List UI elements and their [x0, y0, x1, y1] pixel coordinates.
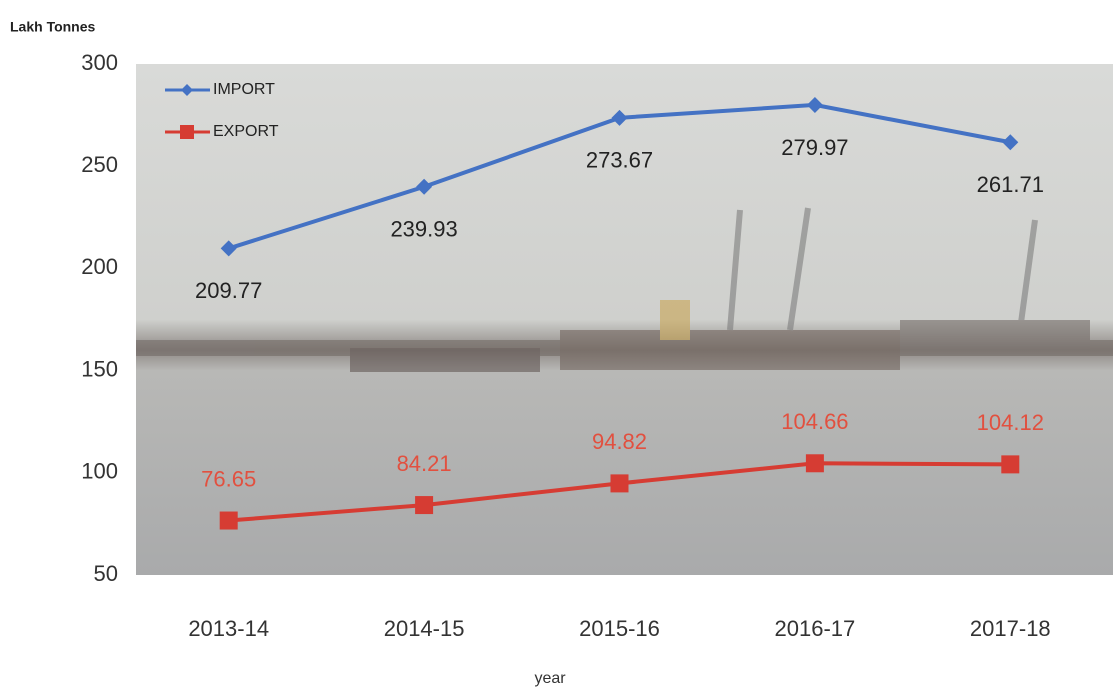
point	[805, 454, 824, 473]
port-silhouette	[136, 207, 1113, 372]
legend-marker	[180, 125, 194, 139]
data-label: 261.71	[977, 172, 1044, 197]
point	[1001, 455, 1020, 474]
point	[219, 511, 238, 530]
y-tick-label: 150	[81, 356, 118, 381]
data-label: 76.65	[201, 466, 256, 491]
x-tick-label: 2014-15	[384, 616, 465, 641]
x-tick-label: 2015-16	[579, 616, 660, 641]
y-tick-label: 50	[94, 561, 118, 586]
y-tick-label: 100	[81, 459, 118, 484]
data-label: 239.93	[390, 217, 457, 242]
legend-marker	[181, 84, 193, 96]
legend-label: IMPORT	[213, 81, 275, 98]
point	[415, 496, 434, 515]
point	[1002, 134, 1019, 151]
data-label: 279.97	[781, 135, 848, 160]
data-label: 273.67	[586, 148, 653, 173]
x-tick-label: 2016-17	[775, 616, 856, 641]
x-tick-label: 2017-18	[970, 616, 1051, 641]
point	[806, 96, 823, 113]
data-label: 209.77	[195, 278, 262, 303]
point	[416, 178, 433, 195]
x-axis-label: year	[534, 670, 566, 687]
plot-background	[136, 64, 1113, 575]
point	[611, 109, 628, 126]
data-label: 84.21	[397, 451, 452, 476]
y-tick-label: 300	[81, 50, 118, 75]
y-tick-label: 250	[81, 152, 118, 177]
point	[220, 240, 237, 257]
data-label: 94.82	[592, 429, 647, 454]
data-label: 104.12	[977, 410, 1044, 435]
data-label: 104.66	[781, 409, 848, 434]
y-axis-label: Lakh Tonnes	[10, 19, 96, 35]
point	[610, 474, 629, 493]
y-tick-label: 200	[81, 254, 118, 279]
legend-label: EXPORT	[213, 123, 279, 140]
x-tick-label: 2013-14	[188, 616, 269, 641]
